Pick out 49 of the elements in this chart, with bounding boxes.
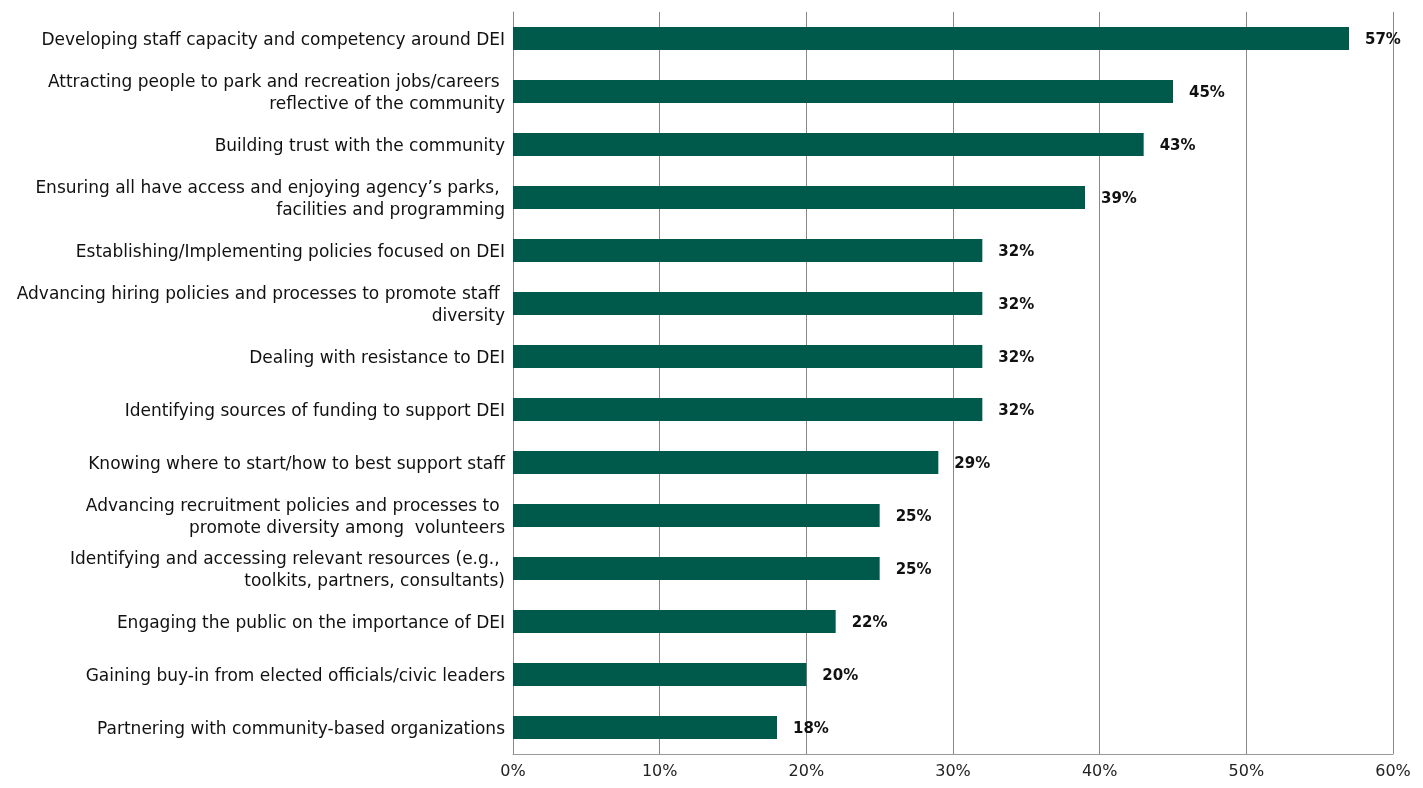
bar bbox=[513, 292, 983, 315]
y-tick-label: Advancing recruitment policies and processes to promote diversity among volunteers bbox=[85, 494, 506, 537]
bar bbox=[513, 504, 880, 527]
bar bbox=[513, 557, 880, 580]
x-tick-label: 0% bbox=[500, 760, 526, 780]
y-tick-label: Gaining buy-in from elected officials/civic leaders bbox=[85, 664, 506, 685]
bar bbox=[513, 716, 777, 739]
data-label: 18% bbox=[793, 718, 829, 737]
y-tick-label: Ensuring all have access and enjoying agency’s parks, facilities and programming bbox=[35, 176, 505, 219]
y-tick-label: Dealing with resistance to DEI bbox=[249, 346, 505, 367]
bar bbox=[513, 80, 1173, 103]
bar bbox=[513, 451, 939, 474]
data-label: 45% bbox=[1189, 82, 1225, 101]
bar bbox=[513, 133, 1144, 156]
bar bbox=[513, 663, 807, 686]
y-tick-label: Developing staff capacity and competency around DEI bbox=[41, 28, 505, 49]
bar bbox=[513, 345, 983, 368]
x-tick-label: 10% bbox=[641, 760, 678, 780]
data-label: 32% bbox=[998, 400, 1035, 419]
data-label: 39% bbox=[1101, 188, 1137, 207]
data-label: 20% bbox=[822, 665, 859, 684]
bar bbox=[513, 27, 1349, 50]
data-label: 32% bbox=[998, 241, 1035, 260]
y-tick-label: Partnering with community-based organizations bbox=[97, 717, 506, 738]
y-tick-label: Identifying sources of funding to support DEI bbox=[124, 399, 505, 420]
y-tick-label: Attracting people to park and recreation jobs/careers reflective of the community bbox=[47, 70, 505, 113]
bar bbox=[513, 186, 1085, 209]
bar bbox=[513, 398, 983, 421]
y-tick-label: Knowing where to start/how to best support staff bbox=[88, 452, 507, 473]
y-tick-label: Establishing/Implementing policies focused on DEI bbox=[75, 240, 505, 261]
data-label: 29% bbox=[954, 453, 991, 472]
y-tick-label: Advancing hiring policies and processes to promote staff diversity bbox=[16, 282, 505, 325]
data-label: 57% bbox=[1365, 29, 1401, 48]
data-label: 32% bbox=[998, 347, 1035, 366]
y-tick-label: Building trust with the community bbox=[214, 134, 505, 155]
x-tick-label: 30% bbox=[935, 760, 971, 780]
y-tick-label: Identifying and accessing relevant resources (e.g., toolkits, partners, consultants) bbox=[69, 547, 505, 590]
bar bbox=[513, 239, 983, 262]
x-tick-label: 60% bbox=[1375, 760, 1411, 780]
x-tick-label: 40% bbox=[1081, 760, 1118, 780]
x-tick-label: 20% bbox=[788, 760, 825, 780]
y-tick-label: Engaging the public on the importance of DEI bbox=[116, 611, 505, 632]
data-label: 32% bbox=[998, 294, 1035, 313]
data-label: 25% bbox=[895, 506, 932, 525]
data-label: 22% bbox=[851, 612, 888, 631]
data-label: 43% bbox=[1159, 135, 1196, 154]
x-tick-label: 50% bbox=[1228, 760, 1265, 780]
data-label: 25% bbox=[895, 559, 932, 578]
bar bbox=[513, 610, 836, 633]
